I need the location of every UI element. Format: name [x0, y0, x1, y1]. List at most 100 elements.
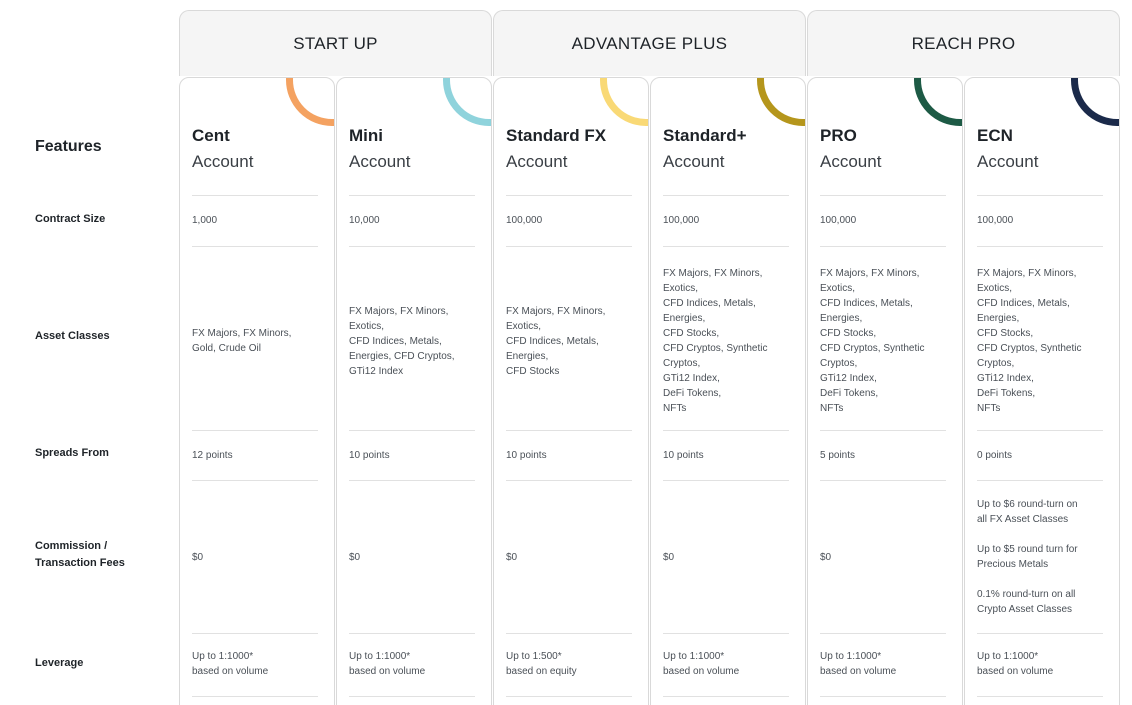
- cell-line: Up to $5 round turn for: [977, 544, 1078, 555]
- cell-value: 1,000: [192, 214, 218, 226]
- row-divider: [506, 696, 632, 697]
- row-divider: [663, 696, 789, 697]
- cell-contract-size: 100,000: [977, 204, 1111, 236]
- account-card: PRO Account 100,000 FX Majors, FX Minors, Ex…: [807, 77, 963, 705]
- cell-commission: $0: [663, 489, 797, 625]
- cell-line: based on volume: [192, 666, 269, 677]
- cell-value: 10 points: [506, 449, 547, 461]
- cell-line: Exotics,: [820, 283, 856, 294]
- cell-line: [977, 572, 1111, 587]
- row-divider: [820, 480, 946, 481]
- cell-line: based on volume: [820, 666, 897, 677]
- cell-line: DeFi Tokens,: [977, 388, 1036, 399]
- cell-asset-classes: FX Majors, FX Minors, Exotics, CFD Indices…: [663, 255, 797, 427]
- cell-spreads-from: 10 points: [663, 439, 797, 471]
- cell-value: 10 points: [349, 449, 390, 461]
- cell-line: GTi12 Index: [349, 365, 404, 377]
- cell-line: CFD Stocks: [506, 365, 560, 377]
- cell-line: FX Majors, FX Minors,: [192, 328, 292, 339]
- row-divider: [663, 633, 789, 634]
- cell-line: Crypto Asset Classes: [977, 604, 1073, 615]
- cell-value: 12 points: [192, 449, 233, 461]
- row-divider: [192, 480, 318, 481]
- cell-line: Cryptos,: [820, 358, 858, 369]
- account-card: Standard+ Account 100,000 FX Majors, FX Min…: [650, 77, 806, 705]
- row-divider: [192, 633, 318, 634]
- cell-line: based on volume: [349, 666, 426, 677]
- row-label-asset-classes: Asset Classes: [35, 330, 110, 342]
- account-name: PRO: [820, 126, 857, 145]
- cell-line: FX Majors, FX Minors,: [506, 305, 606, 317]
- cell-line: based on volume: [663, 666, 740, 677]
- cell-line: based on equity: [506, 666, 577, 677]
- cell-line: Precious Metals: [977, 559, 1049, 570]
- cell-line: $0: [349, 551, 361, 563]
- row-divider: [506, 246, 632, 247]
- cell-line: Energies,: [977, 313, 1020, 324]
- cell-line: CFD Cryptos, Synthetic: [663, 343, 768, 354]
- cell-line: CFD Indices, Metals,: [820, 298, 913, 309]
- account-subtitle: Account: [820, 152, 882, 171]
- row-divider: [192, 430, 318, 431]
- cell-value: 5 points: [820, 449, 856, 461]
- cell-spreads-from: 12 points: [192, 439, 326, 471]
- cell-line: $0: [663, 551, 675, 563]
- cell-value: 100,000: [820, 214, 857, 226]
- row-divider: [349, 195, 475, 196]
- cell-spreads-from: 10 points: [349, 439, 483, 471]
- row-divider: [663, 246, 789, 247]
- cell-line: CFD Cryptos, Synthetic: [820, 343, 925, 354]
- cell-value: 100,000: [506, 214, 543, 226]
- cell-line: FX Majors, FX Minors,: [663, 268, 763, 279]
- account-subtitle: Account: [663, 152, 725, 171]
- group-header-advantage-plus: ADVANTAGE PLUS: [493, 10, 806, 76]
- row-divider: [820, 633, 946, 634]
- cell-line: Exotics,: [349, 320, 385, 332]
- account-subtitle: Account: [192, 152, 254, 171]
- cell-line: CFD Indices, Metals,: [663, 298, 756, 309]
- row-divider: [349, 430, 475, 431]
- cell-asset-classes: FX Majors, FX Minors, Exotics, CFD Indices…: [506, 255, 640, 427]
- cell-spreads-from: 0 points: [977, 439, 1111, 471]
- cell-line: based on volume: [977, 666, 1054, 677]
- cell-line: $0: [192, 551, 204, 563]
- account-name: Standard+: [663, 126, 747, 145]
- cell-line: DeFi Tokens,: [820, 388, 879, 399]
- account-subtitle: Account: [977, 152, 1039, 171]
- cell-line: CFD Stocks,: [977, 328, 1034, 339]
- cell-line: CFD Indices, Metals,: [506, 335, 599, 347]
- cell-line: Energies,: [663, 313, 706, 324]
- cell-commission: $0: [192, 489, 326, 625]
- cell-line: NFTs: [977, 403, 1001, 414]
- row-divider: [820, 696, 946, 697]
- cell-leverage: Up to 1:1000* based on volume: [663, 642, 797, 686]
- cell-asset-classes: FX Majors, FX Minors, Exotics, CFD Indices…: [349, 255, 483, 427]
- cell-line: Gold, Crude Oil: [192, 343, 261, 354]
- row-divider: [506, 480, 632, 481]
- cell-line: Cryptos,: [663, 358, 701, 369]
- cell-line: Up to 1:1000*: [663, 651, 725, 662]
- cell-asset-classes: FX Majors, FX Minors, Exotics, CFD Indices…: [977, 255, 1111, 427]
- cell-line: Energies, CFD Cryptos,: [349, 350, 455, 362]
- cell-line: FX Majors, FX Minors,: [349, 305, 449, 317]
- cell-line: NFTs: [820, 403, 844, 414]
- row-divider: [349, 246, 475, 247]
- account-name: ECN: [977, 126, 1013, 145]
- account-subtitle: Account: [506, 152, 568, 171]
- row-divider: [977, 246, 1103, 247]
- cell-contract-size: 10,000: [349, 204, 483, 236]
- account-subtitle: Account: [349, 152, 411, 171]
- account-card: Cent Account 1,000 FX Majors, FX Minors, Gol…: [179, 77, 335, 705]
- row-divider: [192, 195, 318, 196]
- cell-contract-size: 100,000: [820, 204, 954, 236]
- cell-contract-size: 100,000: [506, 204, 640, 236]
- group-header-start-up: START UP: [179, 10, 492, 76]
- cell-value: 10,000: [349, 214, 380, 226]
- row-divider: [977, 696, 1103, 697]
- accent-arc-icon: [600, 78, 648, 126]
- row-divider: [506, 195, 632, 196]
- account-name: Cent: [192, 126, 230, 145]
- cell-contract-size: 1,000: [192, 204, 326, 236]
- row-divider: [349, 633, 475, 634]
- row-divider: [820, 430, 946, 431]
